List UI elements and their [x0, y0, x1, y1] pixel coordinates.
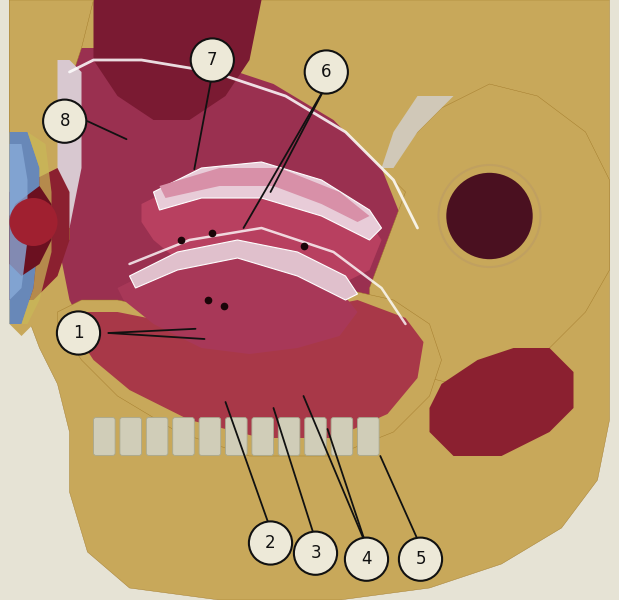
- Circle shape: [446, 173, 533, 259]
- Circle shape: [345, 538, 388, 581]
- Circle shape: [191, 38, 234, 82]
- Polygon shape: [142, 168, 381, 294]
- FancyBboxPatch shape: [358, 418, 379, 455]
- FancyBboxPatch shape: [120, 418, 142, 455]
- Polygon shape: [58, 60, 82, 228]
- FancyBboxPatch shape: [93, 418, 115, 455]
- Circle shape: [57, 311, 100, 355]
- FancyBboxPatch shape: [173, 418, 194, 455]
- Text: 3: 3: [310, 544, 321, 562]
- Text: 5: 5: [415, 550, 426, 568]
- FancyBboxPatch shape: [199, 418, 221, 455]
- FancyBboxPatch shape: [331, 418, 353, 455]
- Circle shape: [249, 521, 292, 565]
- Circle shape: [305, 50, 348, 94]
- Polygon shape: [9, 0, 93, 240]
- Polygon shape: [160, 168, 370, 222]
- Polygon shape: [9, 168, 69, 300]
- Text: 1: 1: [73, 324, 84, 342]
- Text: 4: 4: [361, 550, 372, 568]
- Polygon shape: [9, 0, 610, 600]
- FancyBboxPatch shape: [305, 418, 326, 455]
- Text: 2: 2: [265, 534, 276, 552]
- Polygon shape: [381, 96, 454, 168]
- Polygon shape: [22, 132, 51, 324]
- Polygon shape: [9, 132, 58, 336]
- Polygon shape: [129, 240, 358, 300]
- Polygon shape: [9, 144, 27, 300]
- Polygon shape: [69, 300, 423, 438]
- Text: 8: 8: [59, 112, 70, 130]
- Circle shape: [43, 100, 86, 143]
- Polygon shape: [370, 84, 610, 384]
- Polygon shape: [9, 132, 40, 324]
- FancyBboxPatch shape: [146, 418, 168, 455]
- Polygon shape: [58, 288, 441, 456]
- FancyBboxPatch shape: [225, 418, 247, 455]
- Text: 7: 7: [207, 51, 217, 69]
- Circle shape: [399, 538, 442, 581]
- Polygon shape: [118, 252, 358, 354]
- Polygon shape: [93, 0, 261, 120]
- FancyBboxPatch shape: [279, 418, 300, 455]
- Circle shape: [9, 198, 58, 246]
- Circle shape: [294, 532, 337, 575]
- Polygon shape: [9, 186, 51, 276]
- Polygon shape: [58, 48, 405, 408]
- FancyBboxPatch shape: [252, 418, 274, 455]
- Polygon shape: [154, 162, 381, 240]
- Polygon shape: [430, 348, 573, 456]
- Text: 6: 6: [321, 63, 332, 81]
